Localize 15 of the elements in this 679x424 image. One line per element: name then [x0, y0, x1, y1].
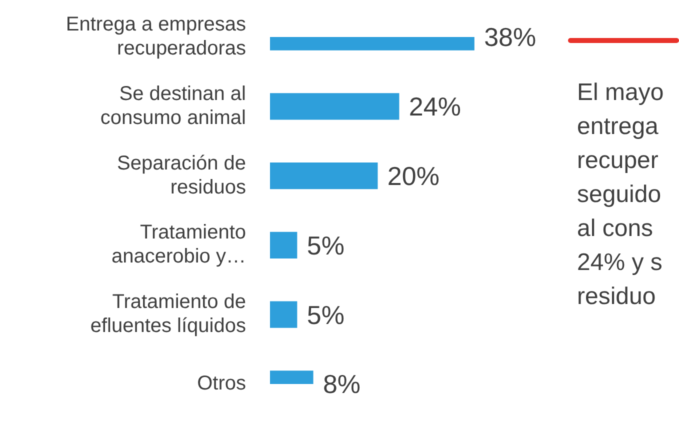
y-tick-label: Tratamiento anacerobio y… [111, 222, 246, 268]
data-label: 5% [306, 300, 344, 330]
data-label: 38% [484, 22, 536, 52]
y-tick-label: Se destinan al consumo animal [100, 82, 246, 129]
data-label: 8% [322, 369, 361, 400]
data-label: 24% [408, 92, 461, 122]
text: El mayo entrega recuper seguido al cons 24% y s residuo [577, 78, 664, 312]
data-label: 5% [306, 230, 344, 260]
bar [270, 162, 378, 190]
y-tick-label: Tratamiento de efluentes líquidos [90, 291, 246, 338]
bar [270, 232, 298, 259]
y-tick-label: Separación de residuos [117, 152, 246, 198]
y-tick-label: Entrega a empresas recuperadoras [66, 14, 246, 60]
data-label: 20% [387, 160, 440, 191]
y-tick-label: Otros [197, 372, 246, 395]
